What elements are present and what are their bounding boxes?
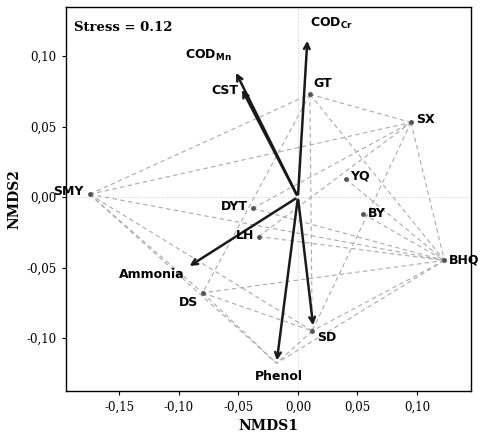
Text: Ammonia: Ammonia xyxy=(119,268,185,281)
Text: SX: SX xyxy=(416,113,434,126)
Text: SMY: SMY xyxy=(53,185,83,198)
Text: GT: GT xyxy=(313,77,332,90)
Text: SD: SD xyxy=(317,331,336,344)
Text: LH: LH xyxy=(236,229,254,242)
Text: BY: BY xyxy=(368,208,386,220)
Text: BHQ: BHQ xyxy=(449,254,480,267)
Text: COD$_{\mathbf{Mn}}$: COD$_{\mathbf{Mn}}$ xyxy=(184,48,231,63)
Text: YQ: YQ xyxy=(350,169,370,183)
Y-axis label: NMDS2: NMDS2 xyxy=(7,169,21,229)
Text: CST: CST xyxy=(211,84,239,97)
Text: DYT: DYT xyxy=(221,201,248,213)
Text: DS: DS xyxy=(179,296,198,309)
Text: Stress = 0.12: Stress = 0.12 xyxy=(74,21,173,34)
Text: COD$_{\mathbf{Cr}}$: COD$_{\mathbf{Cr}}$ xyxy=(310,16,353,31)
X-axis label: NMDS1: NMDS1 xyxy=(238,419,298,433)
Text: Phenol: Phenol xyxy=(255,370,303,383)
